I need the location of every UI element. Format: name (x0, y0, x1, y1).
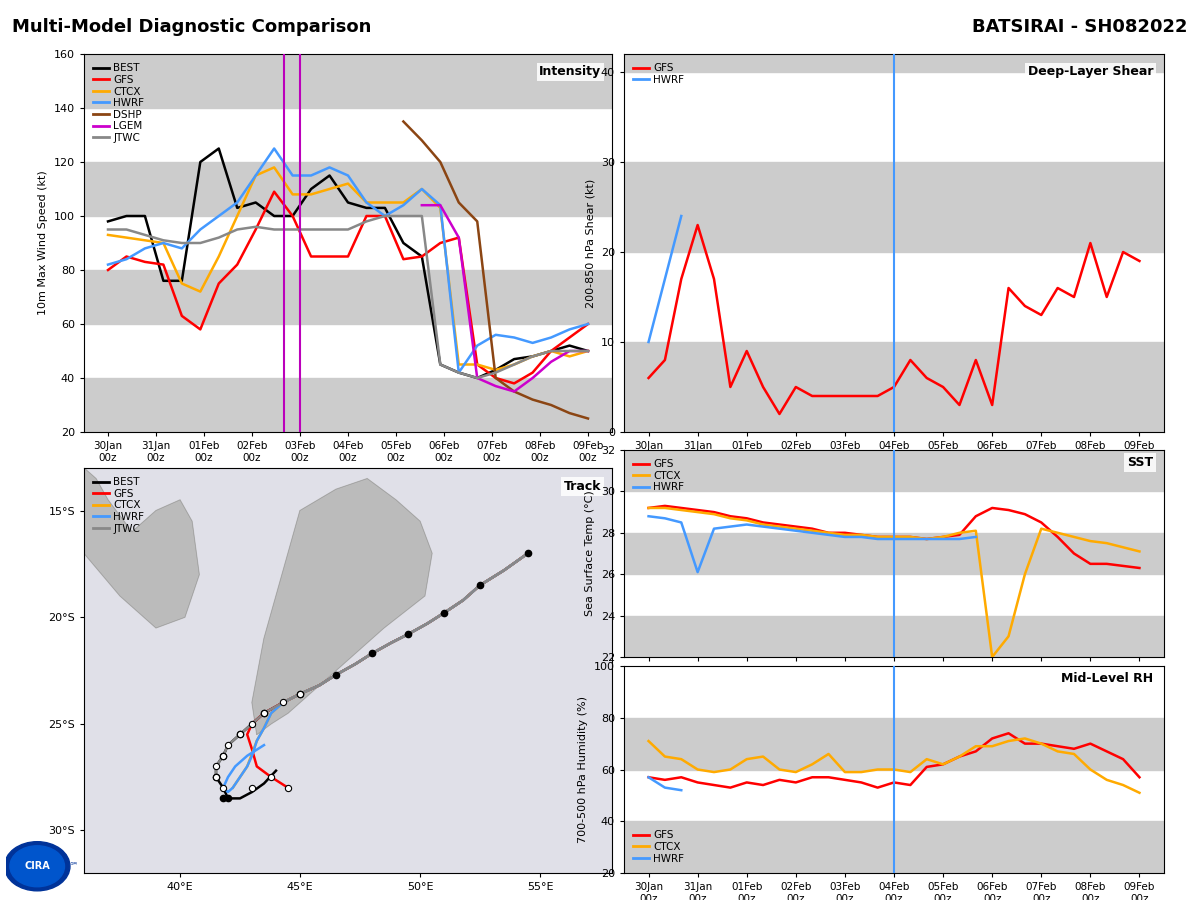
Bar (624, 616, 1164, 657)
Text: SST: SST (1127, 456, 1153, 469)
Bar (84, 162, 612, 216)
Text: Deep-Layer Shear: Deep-Layer Shear (1027, 66, 1153, 78)
Text: Multi-Model Diagnostic Comparison: Multi-Model Diagnostic Comparison (12, 18, 371, 36)
Bar (624, 162, 1164, 252)
Y-axis label: 10m Max Wind Speed (kt): 10m Max Wind Speed (kt) (38, 171, 48, 315)
Bar (84, 54, 612, 108)
Legend: GFS, CTCX, HWRF: GFS, CTCX, HWRF (629, 455, 689, 497)
Bar (624, 821, 1164, 873)
Y-axis label: 200-850 hPa Shear (kt): 200-850 hPa Shear (kt) (586, 178, 595, 308)
Legend: BEST, GFS, CTCX, HWRF, DSHP, LGEM, JTWC: BEST, GFS, CTCX, HWRF, DSHP, LGEM, JTWC (89, 59, 149, 147)
Legend: BEST, GFS, CTCX, HWRF, JTWC: BEST, GFS, CTCX, HWRF, JTWC (89, 473, 149, 538)
Circle shape (5, 842, 70, 891)
Bar (624, 54, 1164, 72)
Bar (624, 450, 1164, 491)
Circle shape (10, 846, 65, 886)
Text: Intensity: Intensity (539, 66, 601, 78)
Bar (624, 718, 1164, 770)
Polygon shape (252, 479, 432, 734)
Text: BATSIRAI - SH082022: BATSIRAI - SH082022 (972, 18, 1188, 36)
Text: Track: Track (564, 481, 601, 493)
Polygon shape (84, 468, 199, 628)
Text: Mid-Level RH: Mid-Level RH (1061, 672, 1153, 685)
Bar (624, 533, 1164, 574)
Y-axis label: 700-500 hPa Humidity (%): 700-500 hPa Humidity (%) (578, 696, 588, 843)
Bar (84, 270, 612, 324)
Text: CIRA: CIRA (24, 861, 50, 871)
Text: ℠: ℠ (71, 862, 79, 871)
Bar (84, 378, 612, 432)
Legend: GFS, HWRF: GFS, HWRF (629, 59, 689, 89)
Bar (624, 342, 1164, 432)
Legend: GFS, CTCX, HWRF: GFS, CTCX, HWRF (629, 826, 689, 868)
Y-axis label: Sea Surface Temp (°C): Sea Surface Temp (°C) (586, 491, 595, 617)
